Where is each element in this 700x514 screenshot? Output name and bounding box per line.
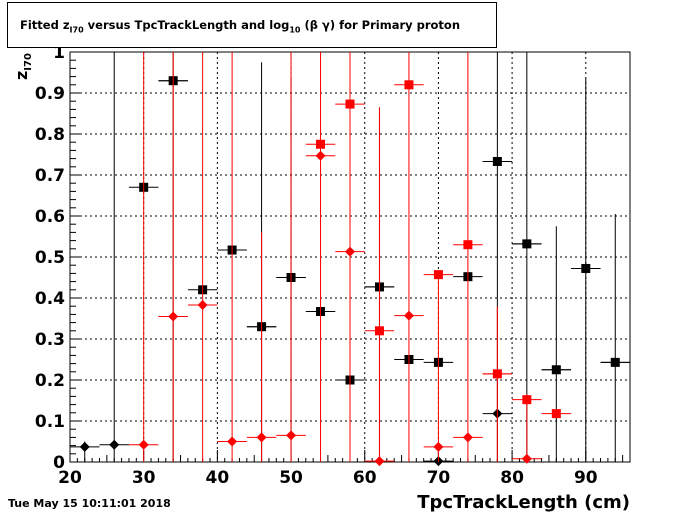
y-tick-label: 0.1 [35, 412, 65, 432]
square-marker [551, 409, 561, 419]
y-tick-label: 0.4 [35, 289, 65, 309]
y-axis-label: zI70 [12, 53, 35, 80]
diamond-marker [551, 364, 562, 375]
diamond-marker [256, 432, 267, 443]
x-tick-label: 70 [427, 468, 451, 488]
diamond-marker [315, 150, 326, 161]
x-tick-label: 80 [500, 468, 524, 488]
diamond-marker [109, 439, 120, 450]
y-tick-label: 0 [53, 453, 65, 473]
y-tick-label: 0.2 [35, 371, 65, 391]
diamond-marker [492, 368, 503, 379]
diamond-marker [521, 453, 532, 464]
y-tick-label: 0.9 [35, 84, 65, 104]
y-axis-label-subscript: I70 [23, 53, 35, 71]
y-tick-label: 0.8 [35, 125, 65, 145]
x-tick-label: 90 [574, 468, 598, 488]
diamond-marker [227, 436, 238, 447]
x-tick-label: 40 [206, 468, 230, 488]
chart-title-box: Fitted zI70 versus TpcTrackLength and lo… [7, 2, 497, 48]
diamond-marker [521, 238, 532, 249]
diamond-marker [79, 441, 90, 452]
y-tick-label: 0.5 [35, 248, 65, 268]
diamond-marker [580, 263, 591, 274]
diamond-marker [403, 310, 414, 321]
x-tick-label: 20 [58, 468, 82, 488]
title-subscript-10: 10 [289, 25, 301, 35]
x-tick-label: 60 [353, 468, 377, 488]
title-suffix: (β γ) for Primary proton [300, 18, 461, 32]
x-tick-label: 30 [132, 468, 156, 488]
diamond-marker [345, 246, 355, 257]
title-middle: versus TpcTrackLength and log [83, 18, 290, 32]
chart-title: Fitted zI70 versus TpcTrackLength and lo… [20, 18, 460, 34]
diamond-marker [610, 357, 621, 368]
y-tick-label: 0.3 [35, 330, 65, 350]
diamond-marker [197, 299, 208, 310]
title-prefix: Fitted z [20, 18, 70, 32]
x-axis-label: TpcTrackLength (cm) [417, 492, 630, 513]
y-tick-label: 1 [53, 43, 65, 63]
diamond-marker [286, 430, 297, 441]
diamond-marker [462, 432, 473, 443]
diamond-marker [168, 311, 179, 322]
diamond-marker [374, 456, 385, 467]
x-tick-label: 50 [279, 468, 303, 488]
y-tick-label: 0.6 [35, 207, 65, 227]
timestamp: Tue May 15 10:11:01 2018 [8, 497, 171, 510]
diamond-marker [138, 439, 149, 450]
diamond-marker [433, 441, 444, 452]
title-subscript-i70: I70 [69, 25, 84, 35]
y-tick-label: 0.7 [35, 166, 65, 186]
